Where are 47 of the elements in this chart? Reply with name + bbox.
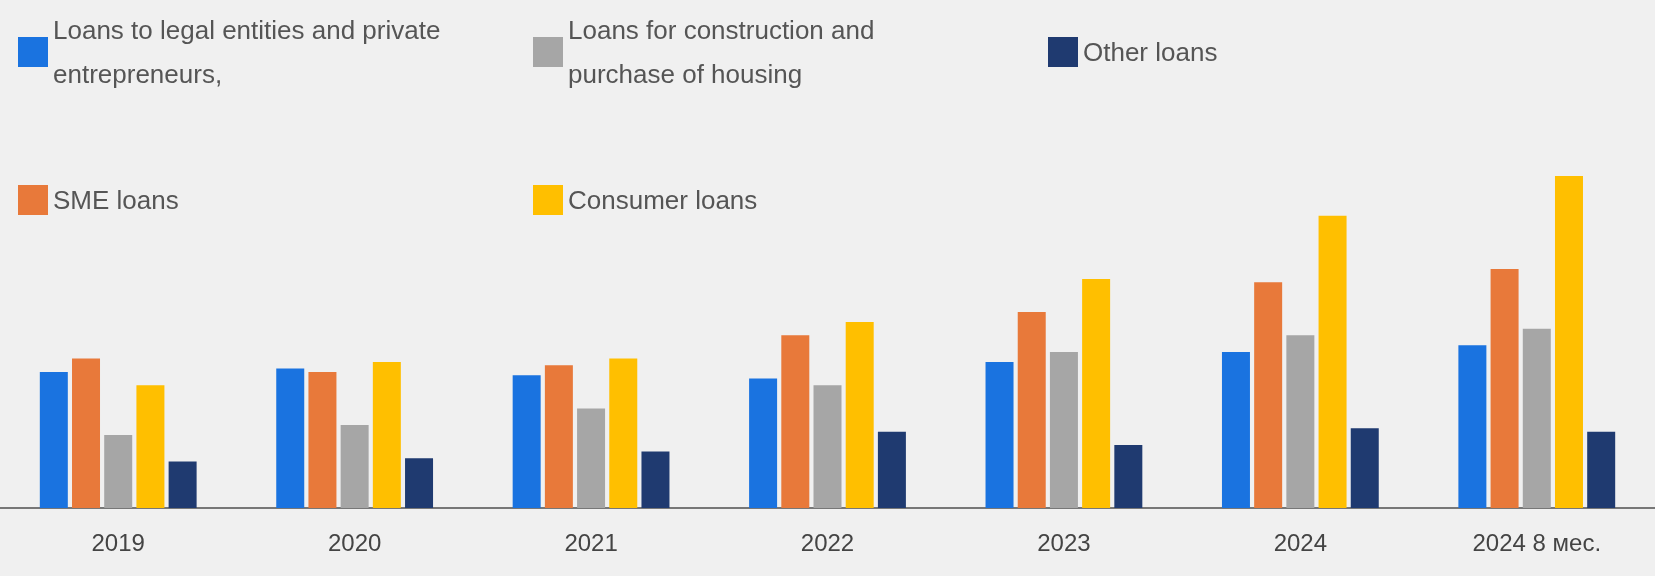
bar: [577, 408, 606, 508]
x-tick-label: 2024 8 мес.: [1472, 528, 1602, 556]
bar: [340, 425, 369, 508]
bar: [1554, 176, 1583, 508]
bar: [1286, 335, 1315, 508]
bar: [1221, 351, 1250, 508]
bar: [308, 371, 337, 508]
bar: [136, 385, 165, 508]
bar: [544, 365, 573, 508]
bar: [39, 371, 68, 508]
x-tick-label: 2022: [800, 528, 855, 556]
bar: [168, 461, 197, 508]
bar: [372, 361, 401, 508]
bar: [1587, 431, 1616, 508]
bar: [405, 458, 434, 508]
bar: [1350, 428, 1379, 508]
bar: [1017, 312, 1046, 508]
bar: [1490, 268, 1519, 508]
bar: [1254, 282, 1283, 508]
legend-label: Loans to legal entities and private entrepreneurs,: [53, 15, 448, 89]
bar: [845, 322, 874, 508]
x-tick-label: 2023: [1037, 528, 1091, 556]
legend-label: Other loans: [1083, 37, 1218, 67]
x-tick-label: 2021: [564, 528, 618, 556]
bar: [609, 358, 638, 508]
bar: [104, 434, 133, 508]
bar: [276, 368, 305, 508]
x-tick-label: 2019: [91, 528, 145, 556]
bar: [781, 335, 810, 508]
bar: [877, 431, 906, 508]
bar: [1049, 351, 1078, 508]
bar: [641, 451, 670, 508]
legend-label: Consumer loans: [568, 185, 758, 215]
bar: [1114, 444, 1143, 508]
legend-label: Loans for construction and purchase of housing: [568, 15, 882, 89]
bar: [1458, 345, 1487, 508]
x-tick-label: 2024: [1273, 528, 1328, 556]
bar: [1318, 215, 1347, 508]
bar: [749, 378, 778, 508]
bar: [1522, 328, 1551, 508]
legend-label: SME loans: [53, 185, 179, 215]
bar: [72, 358, 101, 508]
bar: [813, 385, 842, 508]
bar: [985, 361, 1014, 508]
x-tick-label: 2020: [327, 528, 382, 556]
bar: [512, 375, 541, 508]
bar: [1082, 278, 1111, 508]
